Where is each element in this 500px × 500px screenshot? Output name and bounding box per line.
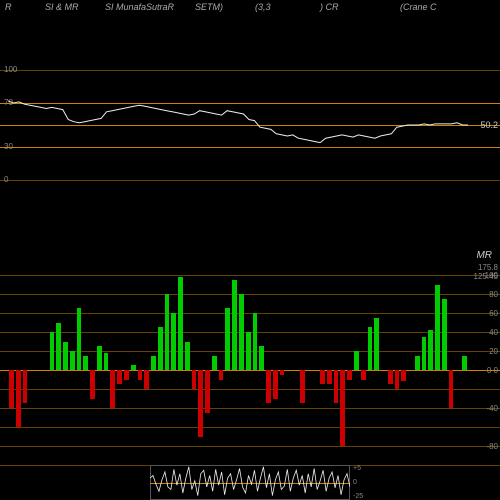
- momentum-bar: [280, 370, 285, 375]
- momentum-bar: [23, 370, 28, 403]
- momentum-bar: [435, 285, 440, 371]
- momentum-bar: [462, 356, 467, 370]
- momentum-bar: [239, 294, 244, 370]
- momentum-bar: [83, 356, 88, 370]
- momentum-bar: [70, 351, 75, 370]
- header-item: ) CR: [320, 2, 339, 12]
- y-axis-label: -40: [486, 404, 498, 413]
- oscillator-line: [150, 465, 350, 500]
- momentum-bar: [449, 370, 454, 408]
- momentum-bar: [212, 356, 217, 370]
- momentum-bar: [117, 370, 122, 384]
- momentum-bar: [422, 337, 427, 370]
- momentum-bar: [327, 370, 332, 384]
- momentum-bar: [320, 370, 325, 384]
- grid-line: [0, 275, 500, 276]
- momentum-bar: [192, 370, 197, 389]
- header-item: SI MunafaSutraR: [105, 2, 174, 12]
- oscillator-label: -25: [353, 493, 363, 500]
- momentum-bar: [90, 370, 95, 399]
- momentum-bar: [300, 370, 305, 403]
- momentum-bar: [151, 356, 156, 370]
- header-item: R: [5, 2, 12, 12]
- momentum-bar: [374, 318, 379, 370]
- momentum-bar: [442, 299, 447, 370]
- momentum-bar: [219, 370, 224, 380]
- momentum-bar: [368, 327, 373, 370]
- momentum-bar: [124, 370, 129, 380]
- momentum-bar: [428, 330, 433, 370]
- momentum-bar: [56, 323, 61, 371]
- grid-line: [0, 427, 500, 428]
- momentum-bar: [165, 294, 170, 370]
- momentum-bar-panel: -80-400 020406080100175.8125.45: [0, 275, 500, 465]
- momentum-bar: [354, 351, 359, 370]
- grid-line: [0, 370, 500, 371]
- momentum-bar: [104, 353, 109, 370]
- momentum-bar: [273, 370, 278, 399]
- mr-label: MR: [476, 250, 492, 261]
- y-axis-label: 20: [489, 347, 498, 356]
- chart-header: R SI & MR SI MunafaSutraR SETM) (3,3 ) CR (Cra…: [0, 0, 500, 18]
- oscillator-label: 0: [353, 479, 357, 486]
- momentum-bar: [50, 332, 55, 370]
- momentum-bar: [185, 342, 190, 371]
- y-axis-label: 60: [489, 309, 498, 318]
- momentum-bar: [97, 346, 102, 370]
- oscillator-label: +5: [353, 465, 361, 472]
- grid-line: [0, 294, 500, 295]
- current-value-label: 50.2: [480, 120, 498, 130]
- momentum-bar: [340, 370, 345, 446]
- momentum-bar: [266, 370, 271, 403]
- rsi-line-chart: [0, 70, 500, 180]
- momentum-bar: [388, 370, 393, 384]
- momentum-bar: [401, 370, 406, 381]
- momentum-bar: [144, 370, 149, 389]
- momentum-bar: [395, 370, 400, 389]
- y-axis-label: 40: [489, 328, 498, 337]
- y-axis-label: 0 0: [487, 366, 498, 375]
- momentum-bar: [16, 370, 21, 427]
- momentum-bar: [138, 370, 143, 380]
- momentum-bar: [361, 370, 366, 380]
- grid-line: [0, 389, 500, 390]
- momentum-bar: [253, 313, 258, 370]
- momentum-bar: [110, 370, 115, 408]
- momentum-bar: [246, 332, 251, 370]
- momentum-bar: [334, 370, 339, 403]
- oscillator-panel: +5 0 -25: [0, 465, 500, 500]
- grid-line: [0, 446, 500, 447]
- header-item: SI & MR: [45, 2, 79, 12]
- y-axis-label: -80: [486, 442, 498, 451]
- grid-line: [0, 408, 500, 409]
- value-label: 125.45: [474, 272, 498, 281]
- header-item: (Crane C: [400, 2, 437, 12]
- momentum-bar: [232, 280, 237, 370]
- grid-line: [0, 313, 500, 314]
- header-item: (3,3: [255, 2, 271, 12]
- y-axis-label: 80: [489, 290, 498, 299]
- momentum-bar: [259, 346, 264, 370]
- momentum-bar: [347, 370, 352, 380]
- momentum-bar: [9, 370, 14, 408]
- momentum-bar: [131, 365, 136, 370]
- momentum-bar: [63, 342, 68, 371]
- momentum-bar: [158, 327, 163, 370]
- momentum-bar: [205, 370, 210, 413]
- rsi-panel: 0307010050.2: [0, 70, 500, 180]
- momentum-bar: [178, 277, 183, 370]
- momentum-bar: [198, 370, 203, 437]
- header-item: SETM): [195, 2, 223, 12]
- momentum-bar: [415, 356, 420, 370]
- momentum-bar: [171, 313, 176, 370]
- momentum-bar: [225, 308, 230, 370]
- grid-line: [0, 180, 500, 181]
- value-label: 175.8: [478, 263, 498, 272]
- momentum-bar: [77, 308, 82, 370]
